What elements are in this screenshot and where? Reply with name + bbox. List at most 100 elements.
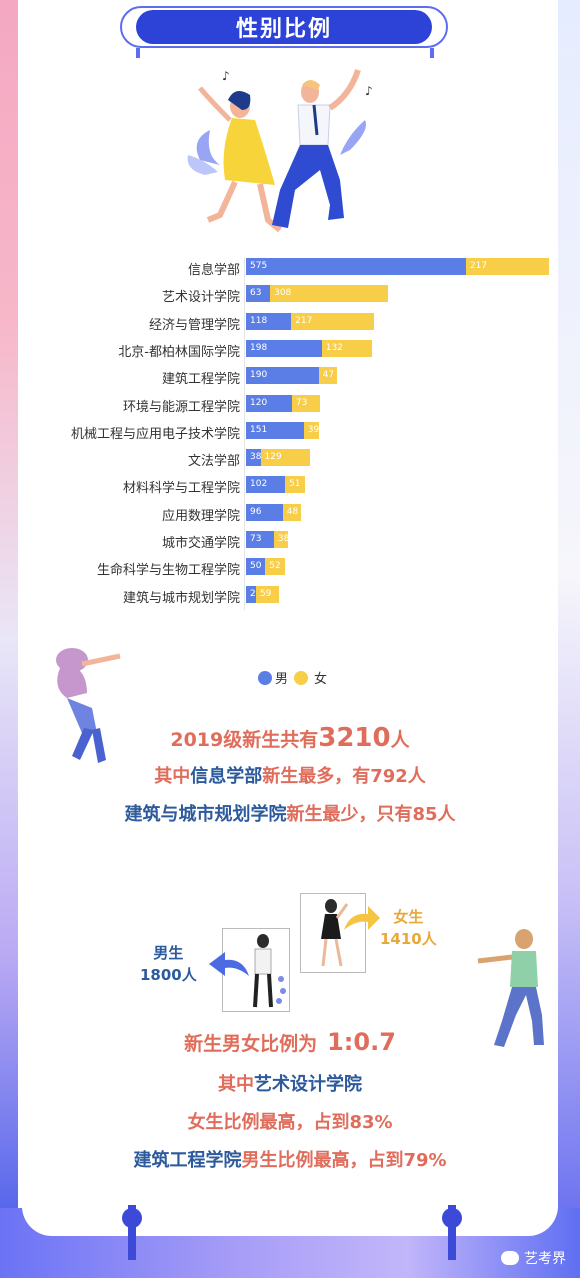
bar-male [246, 367, 319, 385]
bar-value-label: 26 [250, 586, 261, 603]
bar-male [246, 394, 292, 412]
bar-value-label: 102 [250, 479, 268, 490]
total-prefix: 2019级新生共有 [170, 729, 319, 751]
bar-male [246, 503, 283, 521]
ratio-college-line: 其中艺术设计学院 [0, 1070, 580, 1096]
male-photo-frame [222, 928, 290, 1012]
bar-value-label: 52 [269, 561, 281, 572]
category-label: 环境与能源工程学院 [122, 399, 240, 415]
category-label: 北京-都柏林国际学院 [118, 344, 240, 360]
connector-right [448, 1205, 456, 1260]
ratio-male-detail: 男生比例最高，占到79% [241, 1150, 447, 1171]
legend-female-label: 女 [314, 672, 328, 687]
wechat-icon [501, 1251, 519, 1265]
bar-value-label: 151 [250, 424, 268, 435]
female-label: 女生 [393, 908, 424, 926]
male-count: 1800人 [140, 966, 197, 984]
bar-value-label: 50 [250, 561, 262, 572]
bar-value-label: 118 [250, 315, 268, 326]
bar-value-label: 120 [250, 397, 268, 408]
gender-bar-chart: 信息学部 575 217 艺术设计学院 63 308 经济与管理学院 118 217 北京-都柏林… [0, 258, 580, 638]
bar-value-label: 47 [322, 370, 335, 381]
category-label: 建筑工程学院 [161, 372, 240, 388]
ratio-line: 新生男女比例为 1:0.7 [0, 1028, 580, 1056]
female-summary: 女生 1410人 [380, 906, 437, 950]
bar-value-label: 39 [307, 424, 320, 435]
total-number: 3210 [318, 723, 391, 753]
watermark-text: 艺考界 [524, 1251, 566, 1267]
connector-right-dot [442, 1208, 462, 1228]
male-arrow-icon [209, 952, 249, 976]
bar-female [260, 449, 310, 467]
most-college: 信息学部 [190, 766, 263, 787]
male-figure [253, 934, 286, 1008]
bar-value-label: 217 [469, 261, 488, 271]
female-photo-frame [300, 893, 366, 973]
bar-value-label: 308 [274, 288, 292, 299]
ratio-college-prefix: 其中 [218, 1074, 254, 1095]
male-summary: 男生 1800人 [140, 942, 197, 986]
bar-female [303, 421, 319, 439]
least-detail: 新生最少，只有85人 [286, 804, 456, 825]
bar-female [321, 339, 373, 357]
category-label: 生命科学与生物工程学院 [96, 563, 240, 579]
total-suffix: 人 [390, 729, 410, 751]
stats-line-total: 2019级新生共有3210人 [0, 723, 580, 753]
most-detail: 新生最多，有792人 [262, 766, 426, 787]
male-label: 男生 [153, 944, 184, 962]
bar-value-label: 96 [250, 506, 262, 517]
bar-value-label: 575 [250, 261, 268, 271]
svg-text:♪: ♪ [365, 84, 373, 98]
right-gradient-strip [558, 0, 580, 1278]
bar-value-label: 38 [277, 534, 290, 544]
title-tab-left [136, 48, 140, 58]
man-illustration [477, 929, 544, 1047]
bar-female [273, 531, 289, 548]
stats-line-least: 建筑与城市规划学院新生最少，只有85人 [0, 800, 580, 826]
dancing-couple-illustration: ♪ ♪ [187, 69, 373, 233]
bar-female [318, 367, 337, 385]
woman-illustration [56, 648, 121, 763]
bar-value-label: 129 [264, 452, 282, 463]
bar-value-label: 63 [250, 288, 262, 299]
stats-line-most: 其中信息学部新生最多，有792人 [0, 762, 580, 788]
least-college: 建筑与城市规划学院 [124, 804, 287, 825]
bar-female [265, 558, 285, 576]
ratio-female-highest: 女生比例最高，占到83% [187, 1112, 393, 1133]
bar-value-label: 38 [250, 452, 262, 463]
bar-value-label: 73 [295, 397, 308, 408]
category-label: 文法学部 [187, 454, 240, 470]
category-label: 城市交通学院 [161, 536, 240, 551]
title-banner: 性别比例 [120, 6, 448, 48]
female-figure [321, 899, 349, 967]
bar-male [246, 421, 304, 439]
category-label: 艺术设计学院 [161, 290, 240, 306]
bar-female [285, 476, 305, 494]
ratio-male-college: 建筑工程学院 [133, 1150, 242, 1171]
bar-male [246, 558, 266, 576]
bar-value-label: 217 [295, 315, 313, 326]
bar-female [465, 258, 549, 275]
left-gradient-strip [0, 0, 18, 1278]
bar-female [270, 285, 388, 303]
bar-value-label: 198 [250, 342, 268, 353]
bar-male [246, 476, 285, 494]
category-label: 经济与管理学院 [148, 317, 240, 333]
ratio-prefix: 新生男女比例为 [184, 1033, 318, 1055]
watermark: 艺考界 [501, 1248, 566, 1268]
bar-female [282, 503, 302, 521]
bar-female [255, 585, 279, 603]
ratio-college: 艺术设计学院 [254, 1074, 362, 1095]
svg-text:♪: ♪ [222, 69, 230, 83]
category-label: 应用数理学院 [161, 508, 240, 524]
bar-male [246, 585, 256, 603]
ratio-male-line: 建筑工程学院男生比例最高，占到79% [0, 1146, 580, 1172]
bar-value-label: 190 [250, 370, 268, 381]
legend-male-swatch [258, 670, 272, 685]
bar-value-label: 59 [259, 588, 272, 599]
category-label: 机械工程与应用电子技术学院 [70, 426, 240, 442]
connector-left-dot [122, 1208, 142, 1228]
bar-male [246, 531, 274, 548]
bar-male [246, 258, 466, 275]
bar-value-label: 73 [250, 534, 262, 544]
